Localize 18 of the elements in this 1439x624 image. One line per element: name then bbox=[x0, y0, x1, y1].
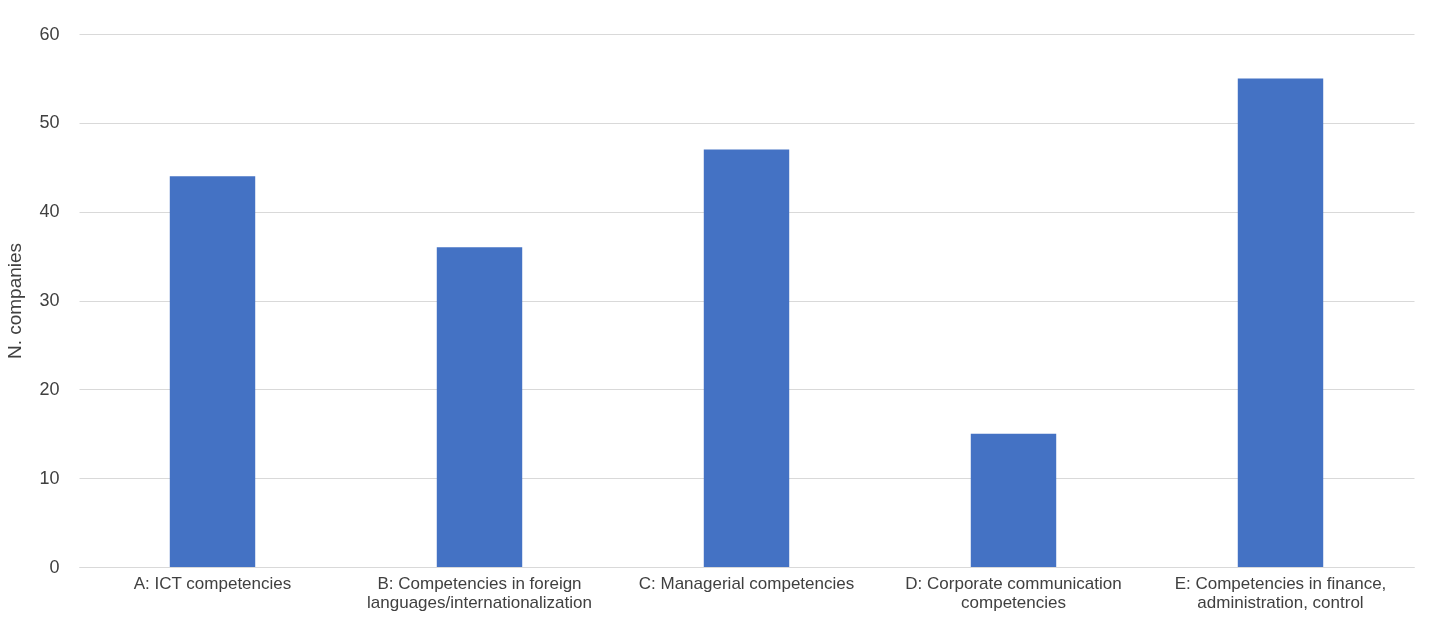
y-tick-label: 0 bbox=[49, 556, 60, 577]
x-tick-label: C: Managerial competencies bbox=[638, 573, 855, 593]
y-tick-label: 40 bbox=[39, 201, 60, 222]
y-tick-label: 30 bbox=[39, 290, 60, 310]
bar bbox=[1237, 78, 1324, 567]
x-tick-label: A: ICT competencies bbox=[133, 573, 292, 593]
y-tick-label: 20 bbox=[39, 378, 60, 399]
x-tick-label: D: Corporate communication competencies bbox=[905, 573, 1122, 612]
y-tick-label: 60 bbox=[39, 23, 60, 44]
y-axis-title: N. companies bbox=[4, 242, 26, 360]
y-tick-label: 10 bbox=[39, 467, 60, 488]
bar bbox=[970, 433, 1057, 567]
bar bbox=[169, 176, 256, 567]
x-tick-label: E: Competencies in finance, administration, control bbox=[1174, 573, 1387, 612]
bar bbox=[703, 149, 790, 567]
y-tick-label: 50 bbox=[39, 112, 60, 133]
x-tick-label: B: Competencies in foreign languages/internationalization bbox=[367, 573, 592, 612]
bar bbox=[436, 247, 523, 567]
